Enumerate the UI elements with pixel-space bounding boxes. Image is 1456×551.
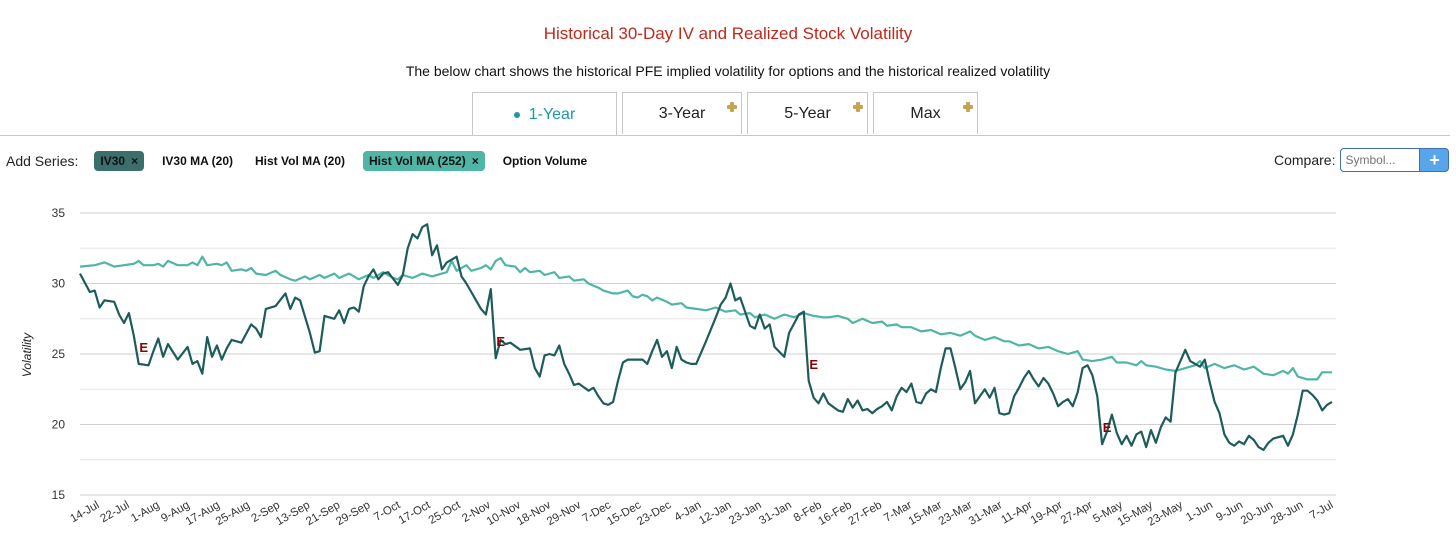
x-tick-label: 20-Jun	[1239, 499, 1275, 527]
earnings-marker[interactable]: E	[1103, 420, 1112, 435]
series-chip-hist-vol-ma252[interactable]: Hist Vol MA (252) ×	[363, 151, 485, 171]
plus-icon	[727, 102, 737, 112]
x-tick-label: 25-Aug	[214, 499, 252, 528]
series-chip-hist-vol-ma20[interactable]: Hist Vol MA (20)	[255, 154, 346, 168]
y-tick-label: 25	[52, 347, 66, 361]
x-tick-label: 25-Oct	[427, 499, 464, 527]
x-tick-label: 27-Apr	[1059, 499, 1095, 527]
x-tick-label: 29-Sep	[334, 499, 372, 528]
x-tick-label: 23-Mar	[937, 499, 975, 528]
earnings-marker[interactable]: E	[496, 334, 505, 349]
x-tick-label: 31-Mar	[967, 499, 1005, 528]
series-chip-iv30-ma20[interactable]: IV30 MA (20)	[162, 154, 233, 168]
tab-label: 5-Year	[784, 104, 831, 122]
series-line-hist-vol-ma-252-	[79, 255, 1332, 381]
x-tick-label: 19-Apr	[1029, 499, 1065, 527]
x-tick-label: 27-Feb	[846, 499, 884, 528]
x-tick-label: 1-Jun	[1184, 499, 1215, 524]
x-tick-label: 29-Nov	[545, 499, 583, 528]
tab-3-year[interactable]: 3-Year	[622, 92, 742, 134]
chart-subtitle: The below chart shows the historical PFE…	[405, 63, 1051, 79]
series-line-iv30	[79, 223, 1333, 451]
y-tick-label: 35	[52, 206, 66, 220]
chip-label: IV30	[100, 154, 126, 168]
x-tick-label: 22-Jul	[98, 499, 131, 525]
chart-grid	[80, 212, 1336, 496]
compare-control: Compare: +	[1274, 148, 1450, 172]
compare-label: Compare:	[1274, 152, 1336, 168]
add-series-bar: Add Series: IV30 × IV30 MA (20) Hist Vol…	[6, 150, 605, 172]
earnings-marker[interactable]: E	[139, 340, 148, 355]
x-tick-label: 23-Dec	[635, 499, 673, 528]
x-tick-label: 7-Jul	[1308, 499, 1336, 522]
close-icon[interactable]: ×	[131, 154, 139, 168]
series-chip-iv30[interactable]: IV30 ×	[94, 151, 145, 171]
x-tick-label: 23-Jan	[727, 499, 763, 527]
x-tick-label: 13-Sep	[274, 499, 312, 528]
x-tick-label: 16-Feb	[816, 499, 854, 528]
x-tick-label: 23-May	[1146, 499, 1185, 529]
compare-add-button[interactable]: +	[1419, 148, 1450, 172]
y-axis-ticks: 15 20 25 30 35	[52, 206, 66, 502]
add-series-label: Add Series:	[6, 153, 79, 169]
x-tick-label: 17-Aug	[184, 499, 222, 528]
series-chip-option-volume[interactable]: Option Volume	[502, 154, 588, 168]
x-tick-label: 21-Sep	[304, 499, 342, 528]
x-axis-ticks: 14-Jul22-Jul1-Aug9-Aug17-Aug25-Aug2-Sep1…	[68, 499, 1335, 529]
x-tick-label: 31-Jan	[757, 499, 793, 527]
x-tick-label: 11-Apr	[999, 499, 1034, 526]
earnings-markers: E E E E	[139, 334, 1111, 435]
active-dot-icon	[513, 111, 520, 118]
x-tick-label: 12-Jan	[697, 499, 733, 527]
x-tick-label: 1-Aug	[129, 499, 162, 525]
x-tick-label: 15-Mar	[907, 499, 945, 528]
x-tick-label: 17-Oct	[397, 499, 434, 527]
tab-max[interactable]: Max	[873, 92, 978, 134]
tab-5-year[interactable]: 5-Year	[747, 92, 868, 134]
y-tick-label: 15	[52, 488, 66, 502]
tabs-divider	[0, 135, 1450, 136]
chart-series	[79, 223, 1333, 451]
y-axis-label: Volatility	[20, 332, 34, 377]
plus-icon	[963, 102, 973, 112]
chip-label: Hist Vol MA (252)	[369, 154, 466, 168]
tab-label: Max	[910, 104, 941, 122]
y-tick-label: 30	[52, 277, 66, 291]
tab-label: 3-Year	[658, 104, 706, 122]
close-icon[interactable]: ×	[471, 154, 479, 168]
x-tick-label: 14-Jul	[68, 499, 101, 525]
tab-1-year[interactable]: 1-Year	[472, 92, 617, 136]
compare-symbol-input[interactable]	[1340, 148, 1420, 172]
plus-icon	[853, 102, 863, 112]
chart-title: Historical 30-Day IV and Realized Stock …	[543, 24, 913, 43]
tab-label: 1-Year	[528, 105, 576, 123]
y-tick-label: 20	[52, 418, 66, 432]
x-tick-label: 28-Jun	[1269, 499, 1305, 527]
earnings-marker[interactable]: E	[809, 357, 818, 372]
